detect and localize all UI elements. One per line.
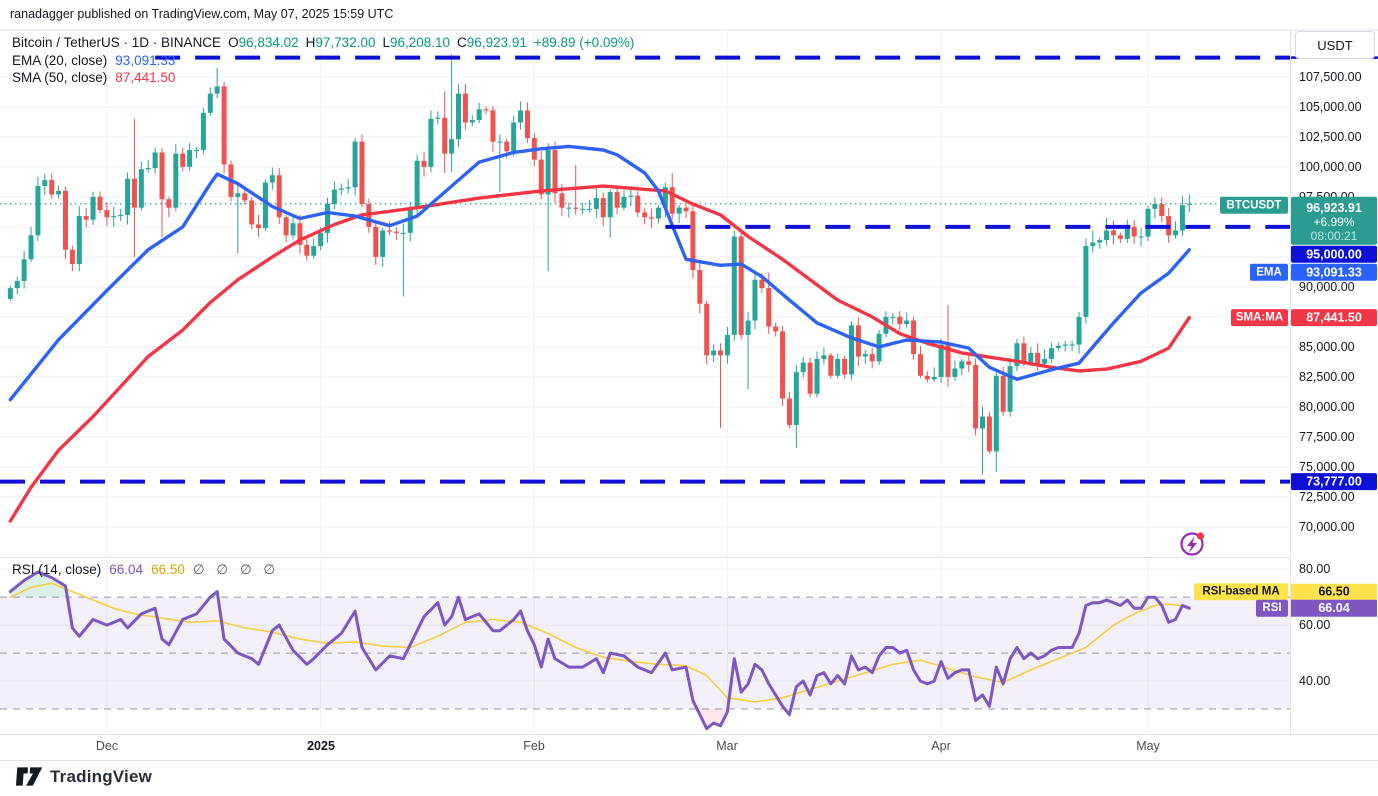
- svg-text:80.00: 80.00: [1299, 562, 1330, 576]
- sma-name-tag: SMA:MA: [1231, 309, 1288, 327]
- time-axis-label-apr: Apr: [931, 739, 951, 753]
- svg-text:SMA:MA: SMA:MA: [1236, 312, 1283, 324]
- price-axis[interactable]: 107,500.00 105,000.00 102,500.00 100,000.00…: [1194, 70, 1377, 688]
- svg-text:105,000.00: 105,000.00: [1299, 100, 1362, 114]
- svg-text:73,777.00: 73,777.00: [1306, 475, 1362, 489]
- sma50-line: [8, 184, 1191, 523]
- symbol-legend-row-main[interactable]: Bitcoin / TetherUS · 1D · BINANCE O96,834…: [12, 34, 634, 52]
- svg-text:RSI-based MA: RSI-based MA: [1202, 586, 1279, 598]
- tradingview-logo-icon: [16, 767, 43, 786]
- footer-brand-text: TradingView: [50, 766, 153, 786]
- high-label: H: [305, 35, 316, 50]
- time-axis-label-dec: Dec: [95, 739, 119, 753]
- sma-legend-row[interactable]: SMA (50, close) 87,441.50: [12, 69, 634, 87]
- sma-legend-value: 87,441.50: [115, 70, 176, 85]
- svg-text:77,500.00: 77,500.00: [1299, 430, 1355, 444]
- svg-text:95,000.00: 95,000.00: [1306, 247, 1362, 261]
- low-label: L: [382, 35, 390, 50]
- change-value: +89.89 (+0.09%): [533, 35, 635, 50]
- price-pane[interactable]: [0, 54, 1290, 523]
- svg-text:107,500.00: 107,500.00: [1299, 70, 1362, 84]
- svg-text:100,000.00: 100,000.00: [1299, 160, 1362, 174]
- open-value: 96,834.02: [238, 35, 299, 50]
- open-label: O: [228, 35, 239, 50]
- time-axis-label-mar: Mar: [716, 739, 738, 753]
- svg-text:80,000.00: 80,000.00: [1299, 400, 1355, 414]
- low-value: 96,208.10: [389, 35, 451, 50]
- ema-legend-value: 93,091.33: [115, 52, 176, 68]
- candles-series: [7, 54, 1192, 475]
- ema-legend-row[interactable]: EMA (20, close) 93,091.33: [12, 52, 634, 70]
- svg-text:82,500.00: 82,500.00: [1299, 370, 1355, 384]
- currency-toggle-button[interactable]: USDT: [1295, 31, 1375, 59]
- flash-icon[interactable]: [1180, 532, 1205, 556]
- svg-text:96,923.91: 96,923.91: [1306, 201, 1362, 215]
- rsi-ma-name-tag: RSI-based MA: [1194, 583, 1288, 601]
- attribution-text: ranadagger published on TradingView.com,…: [10, 7, 394, 21]
- svg-text:87,441.50: 87,441.50: [1306, 311, 1362, 325]
- rsi-legend[interactable]: RSI (14, close) 66.04 66.50 ∅ ∅ ∅ ∅: [12, 562, 279, 578]
- rsi-legend-label: RSI (14, close): [12, 562, 102, 577]
- rsi-line: [8, 570, 1191, 731]
- time-axis-label-feb: Feb: [523, 739, 545, 753]
- symbol-name-tag: BTCUSDT: [1220, 196, 1288, 214]
- svg-text:102,500.00: 102,500.00: [1299, 130, 1362, 144]
- footer-brand[interactable]: TradingView: [16, 766, 152, 787]
- high-value: 97,732.00: [315, 35, 376, 50]
- close-value: 96,923.91: [466, 35, 527, 50]
- pane-separators: [0, 29, 1378, 761]
- ema-legend-label: EMA (20, close): [12, 52, 108, 68]
- sma-legend-label: SMA (50, close): [12, 70, 108, 85]
- svg-text:RSI: RSI: [1262, 602, 1281, 614]
- svg-text:70,000.00: 70,000.00: [1299, 520, 1355, 534]
- ema-name-tag: EMA: [1250, 263, 1288, 281]
- svg-text:85,000.00: 85,000.00: [1299, 340, 1355, 354]
- rsi-ma-legend-value: 66.50: [151, 562, 185, 577]
- svg-text:75,000.00: 75,000.00: [1299, 460, 1355, 474]
- gridlines: [0, 30, 1290, 734]
- rsi-pane[interactable]: [0, 570, 1290, 731]
- time-axis-label-may: May: [1136, 739, 1160, 753]
- svg-text:66.04: 66.04: [1318, 601, 1349, 615]
- svg-text:BTCUSDT: BTCUSDT: [1227, 199, 1282, 211]
- svg-text:+6.99%: +6.99%: [1313, 215, 1354, 229]
- svg-text:93,091.33: 93,091.33: [1306, 265, 1362, 279]
- svg-text:EMA: EMA: [1256, 266, 1282, 278]
- time-axis-label-2025: 2025: [307, 739, 335, 753]
- symbol-title: Bitcoin / TetherUS · 1D · BINANCE: [12, 35, 222, 50]
- svg-text:72,500.00: 72,500.00: [1299, 490, 1355, 504]
- time-axis[interactable]: Dec 2025 Feb Mar Apr May: [0, 739, 1378, 759]
- svg-text:08:00:21: 08:00:21: [1311, 229, 1358, 243]
- svg-text:40.00: 40.00: [1299, 674, 1330, 688]
- close-label: C: [457, 35, 467, 50]
- svg-text:66.50: 66.50: [1318, 585, 1349, 599]
- rsi-name-tag: RSI: [1256, 599, 1288, 617]
- rsi-hidden-values: ∅ ∅ ∅ ∅: [192, 562, 280, 577]
- rsi-legend-value: 66.04: [109, 562, 144, 577]
- ema20-line: [8, 144, 1191, 402]
- svg-text:90,000.00: 90,000.00: [1299, 280, 1355, 294]
- svg-text:60.00: 60.00: [1299, 618, 1330, 632]
- symbol-legend[interactable]: Bitcoin / TetherUS · 1D · BINANCE O96,834…: [12, 34, 634, 87]
